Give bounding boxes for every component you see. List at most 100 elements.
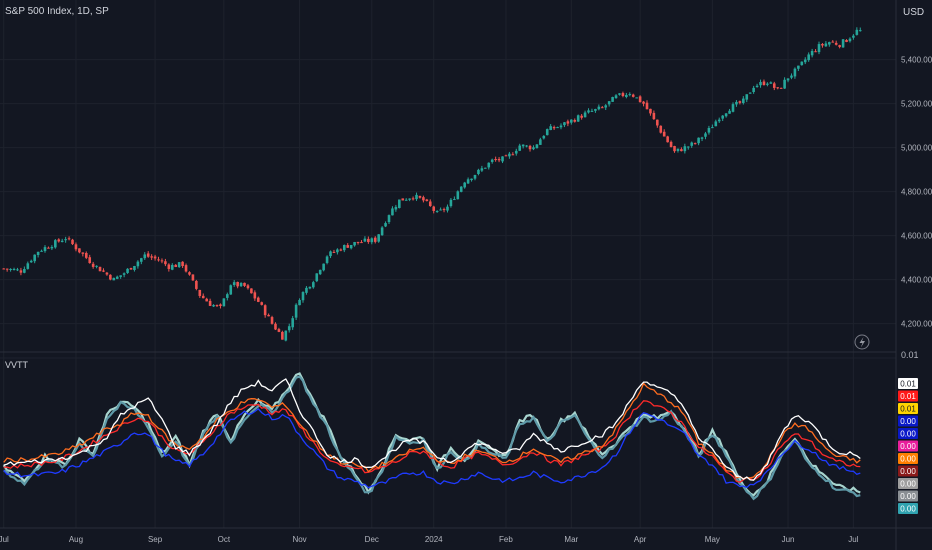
candle[interactable] <box>587 108 590 114</box>
candle[interactable] <box>112 277 116 281</box>
candle[interactable] <box>415 192 418 201</box>
candle[interactable] <box>29 259 33 263</box>
candle[interactable] <box>714 119 718 127</box>
candle[interactable] <box>198 289 202 298</box>
candle[interactable] <box>600 106 604 109</box>
candle[interactable] <box>336 248 339 255</box>
candle[interactable] <box>243 282 246 287</box>
candle[interactable] <box>298 298 301 306</box>
candle[interactable] <box>614 94 618 99</box>
candle[interactable] <box>119 275 122 279</box>
indicator-line[interactable] <box>3 382 861 480</box>
candle[interactable] <box>143 252 147 260</box>
candle[interactable] <box>325 255 329 265</box>
candle[interactable] <box>377 234 380 243</box>
candle[interactable] <box>102 268 105 273</box>
candle[interactable] <box>33 254 36 264</box>
candle[interactable] <box>717 117 721 123</box>
candle[interactable] <box>704 131 707 140</box>
candle[interactable] <box>621 91 625 98</box>
candle[interactable] <box>191 274 195 281</box>
candle[interactable] <box>786 78 790 83</box>
candle[interactable] <box>308 286 312 290</box>
candle[interactable] <box>707 125 711 135</box>
candle[interactable] <box>387 214 391 224</box>
candle[interactable] <box>435 210 439 213</box>
candle[interactable] <box>411 196 415 201</box>
candle[interactable] <box>642 100 645 107</box>
candle[interactable] <box>556 126 559 129</box>
candle[interactable] <box>477 168 480 176</box>
candle[interactable] <box>160 258 164 264</box>
candle[interactable] <box>776 87 780 90</box>
candle[interactable] <box>115 275 119 280</box>
candle[interactable] <box>686 146 690 150</box>
candle[interactable] <box>525 144 528 148</box>
candle[interactable] <box>652 110 656 120</box>
candle[interactable] <box>597 104 601 111</box>
candle[interactable] <box>511 152 515 156</box>
candle[interactable] <box>473 174 477 181</box>
candle[interactable] <box>659 125 663 134</box>
candle[interactable] <box>9 268 12 272</box>
candle[interactable] <box>583 110 587 118</box>
candle[interactable] <box>315 273 319 283</box>
candle[interactable] <box>459 186 463 193</box>
candle[interactable] <box>88 254 92 264</box>
candle[interactable] <box>312 280 315 289</box>
candle[interactable] <box>559 123 563 130</box>
candle[interactable] <box>480 165 484 173</box>
candle[interactable] <box>105 271 109 276</box>
candle[interactable] <box>205 297 208 302</box>
candle[interactable] <box>484 167 487 169</box>
candle[interactable] <box>748 92 752 94</box>
candle[interactable] <box>494 156 497 162</box>
candle[interactable] <box>239 282 243 288</box>
indicator-title[interactable]: VVTT <box>5 360 29 370</box>
candle[interactable] <box>146 251 150 258</box>
candle[interactable] <box>5 268 9 272</box>
candle[interactable] <box>711 124 714 129</box>
candle[interactable] <box>508 151 511 159</box>
candle[interactable] <box>755 83 759 88</box>
candle[interactable] <box>738 100 742 105</box>
candle[interactable] <box>284 330 288 342</box>
candle[interactable] <box>673 145 676 153</box>
candle[interactable] <box>177 262 181 269</box>
candle[interactable] <box>23 266 26 274</box>
candle[interactable] <box>363 236 367 243</box>
candle[interactable] <box>693 142 697 145</box>
candle[interactable] <box>563 121 566 128</box>
candle[interactable] <box>504 154 508 157</box>
candle[interactable] <box>848 37 852 43</box>
candle[interactable] <box>170 263 174 271</box>
candle[interactable] <box>19 267 23 276</box>
candle[interactable] <box>607 101 611 107</box>
candle[interactable] <box>645 100 649 110</box>
candle[interactable] <box>219 303 222 309</box>
indicator-line[interactable] <box>3 408 861 489</box>
candle[interactable] <box>43 245 47 253</box>
indicator-line[interactable] <box>3 400 861 484</box>
candle[interactable] <box>81 252 85 257</box>
candle[interactable] <box>353 241 356 247</box>
candle[interactable] <box>611 96 614 102</box>
candle[interactable] <box>425 198 429 202</box>
candle[interactable] <box>590 108 594 112</box>
candle[interactable] <box>821 43 824 48</box>
candle[interactable] <box>232 280 236 287</box>
candle[interactable] <box>831 40 835 43</box>
candle[interactable] <box>497 157 501 163</box>
candle[interactable] <box>294 303 298 321</box>
candle[interactable] <box>666 135 669 143</box>
candle[interactable] <box>742 96 745 105</box>
candle[interactable] <box>195 279 198 291</box>
candle[interactable] <box>649 108 652 116</box>
candle[interactable] <box>140 257 143 265</box>
candle[interactable] <box>36 251 40 258</box>
price-axis[interactable]: 4,200.00 4,400.00 4,600.00 4,800.00 5,000.00… <box>901 56 932 329</box>
candle[interactable] <box>824 41 828 47</box>
candle[interactable] <box>834 40 838 46</box>
candle[interactable] <box>404 198 408 201</box>
candle[interactable] <box>446 204 449 213</box>
